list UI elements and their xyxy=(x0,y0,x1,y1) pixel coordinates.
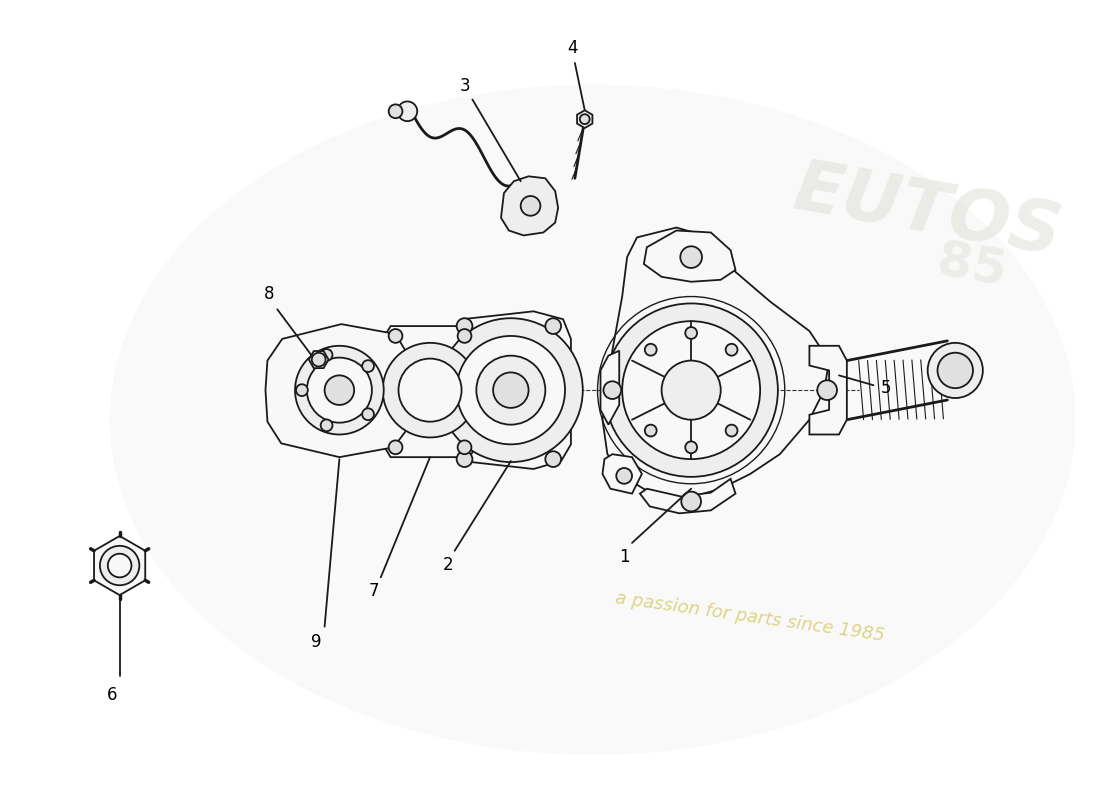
Circle shape xyxy=(100,546,140,586)
Ellipse shape xyxy=(110,85,1076,754)
Text: 5: 5 xyxy=(880,379,891,397)
Polygon shape xyxy=(265,324,410,457)
Polygon shape xyxy=(500,176,558,235)
Polygon shape xyxy=(644,230,736,282)
Circle shape xyxy=(476,356,546,425)
Polygon shape xyxy=(94,536,145,595)
Circle shape xyxy=(456,451,472,467)
Circle shape xyxy=(439,318,583,462)
Circle shape xyxy=(398,358,462,422)
Circle shape xyxy=(817,380,837,400)
Text: EUTOS: EUTOS xyxy=(789,155,1067,270)
Circle shape xyxy=(927,343,982,398)
Polygon shape xyxy=(603,454,642,494)
Circle shape xyxy=(383,343,477,438)
Text: 85: 85 xyxy=(934,238,1011,297)
Circle shape xyxy=(604,382,622,399)
Circle shape xyxy=(604,303,778,477)
Circle shape xyxy=(520,196,540,216)
Circle shape xyxy=(295,346,384,434)
Circle shape xyxy=(456,318,472,334)
Circle shape xyxy=(307,358,372,422)
Circle shape xyxy=(108,554,132,578)
Polygon shape xyxy=(309,351,329,368)
Circle shape xyxy=(321,419,332,431)
Polygon shape xyxy=(450,311,571,469)
Circle shape xyxy=(546,318,561,334)
Circle shape xyxy=(645,425,657,437)
Text: 2: 2 xyxy=(442,556,453,574)
Circle shape xyxy=(362,408,374,420)
Circle shape xyxy=(493,373,529,408)
Circle shape xyxy=(616,468,632,484)
Circle shape xyxy=(685,442,697,454)
Polygon shape xyxy=(603,227,829,498)
Circle shape xyxy=(937,353,974,388)
Circle shape xyxy=(296,384,308,396)
Circle shape xyxy=(321,349,332,361)
Circle shape xyxy=(324,375,354,405)
Circle shape xyxy=(362,360,374,372)
Text: a passion for parts since 1985: a passion for parts since 1985 xyxy=(615,589,887,645)
Circle shape xyxy=(388,329,403,343)
Circle shape xyxy=(388,104,403,118)
Text: 3: 3 xyxy=(459,77,470,94)
Circle shape xyxy=(580,114,590,124)
Circle shape xyxy=(623,321,760,459)
Circle shape xyxy=(681,492,701,511)
Circle shape xyxy=(456,336,565,444)
Circle shape xyxy=(311,353,326,366)
Circle shape xyxy=(680,246,702,268)
Circle shape xyxy=(458,329,472,343)
Circle shape xyxy=(458,441,472,454)
Circle shape xyxy=(546,451,561,467)
Text: 8: 8 xyxy=(264,286,275,303)
Polygon shape xyxy=(578,110,593,128)
Polygon shape xyxy=(601,350,619,425)
Circle shape xyxy=(661,361,721,420)
Circle shape xyxy=(726,344,737,356)
Circle shape xyxy=(397,102,417,121)
Text: 1: 1 xyxy=(619,548,629,566)
Polygon shape xyxy=(810,346,847,434)
Text: 7: 7 xyxy=(368,582,379,600)
Text: 9: 9 xyxy=(311,633,322,650)
Polygon shape xyxy=(640,479,736,514)
Circle shape xyxy=(388,441,403,454)
Text: 6: 6 xyxy=(107,686,117,704)
Text: 4: 4 xyxy=(568,39,579,57)
Circle shape xyxy=(685,327,697,339)
Polygon shape xyxy=(383,326,477,457)
Circle shape xyxy=(726,425,737,437)
Circle shape xyxy=(645,344,657,356)
